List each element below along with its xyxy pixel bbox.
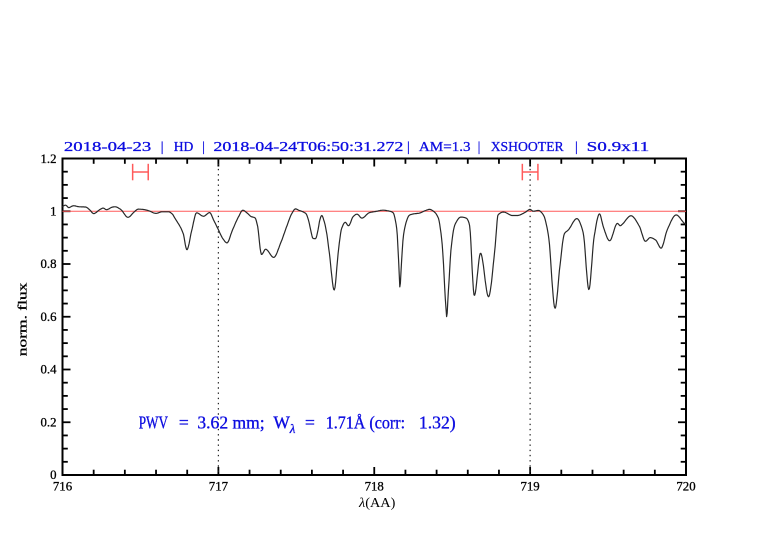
svg-text:PWV: PWV	[139, 413, 169, 433]
svg-text:=: =	[305, 413, 315, 433]
svg-text:|: |	[161, 140, 164, 155]
svg-text:1.32): 1.32)	[419, 413, 456, 433]
svg-text:XSHOOTER: XSHOOTER	[491, 140, 565, 155]
svg-text:0.4: 0.4	[41, 363, 58, 377]
svg-text:0: 0	[50, 468, 56, 482]
svg-text:720: 720	[676, 480, 695, 494]
svg-text:λ(AA): λ(AA)	[358, 495, 395, 510]
svg-text:λ: λ	[289, 421, 296, 436]
svg-text:1.2: 1.2	[41, 152, 57, 166]
svg-text:0.2: 0.2	[41, 416, 57, 430]
svg-text:1: 1	[50, 205, 56, 219]
svg-text:1.71Å (corr:: 1.71Å (corr:	[326, 413, 405, 433]
svg-text:HD: HD	[174, 140, 194, 155]
svg-text:0.6: 0.6	[41, 310, 58, 324]
svg-text:|: |	[575, 140, 578, 155]
svg-text:|: |	[407, 140, 410, 155]
svg-text:2018-04-24T06:50:31.272: 2018-04-24T06:50:31.272	[213, 140, 403, 155]
svg-text:719: 719	[520, 480, 539, 494]
svg-text:S0.9x11: S0.9x11	[587, 140, 650, 155]
svg-text:717: 717	[209, 480, 229, 494]
svg-text:|: |	[478, 140, 481, 155]
svg-text:norm. flux: norm. flux	[16, 282, 30, 356]
svg-text:3.62 mm; W: 3.62 mm; W	[197, 413, 290, 433]
svg-text:716: 716	[53, 480, 73, 494]
svg-text:718: 718	[365, 480, 384, 494]
svg-text:0.8: 0.8	[41, 257, 57, 271]
svg-text:|: |	[202, 140, 205, 155]
svg-text:AM=1.3: AM=1.3	[419, 140, 471, 155]
svg-text:2018-04-23: 2018-04-23	[64, 140, 151, 155]
svg-text:=: =	[179, 413, 189, 433]
